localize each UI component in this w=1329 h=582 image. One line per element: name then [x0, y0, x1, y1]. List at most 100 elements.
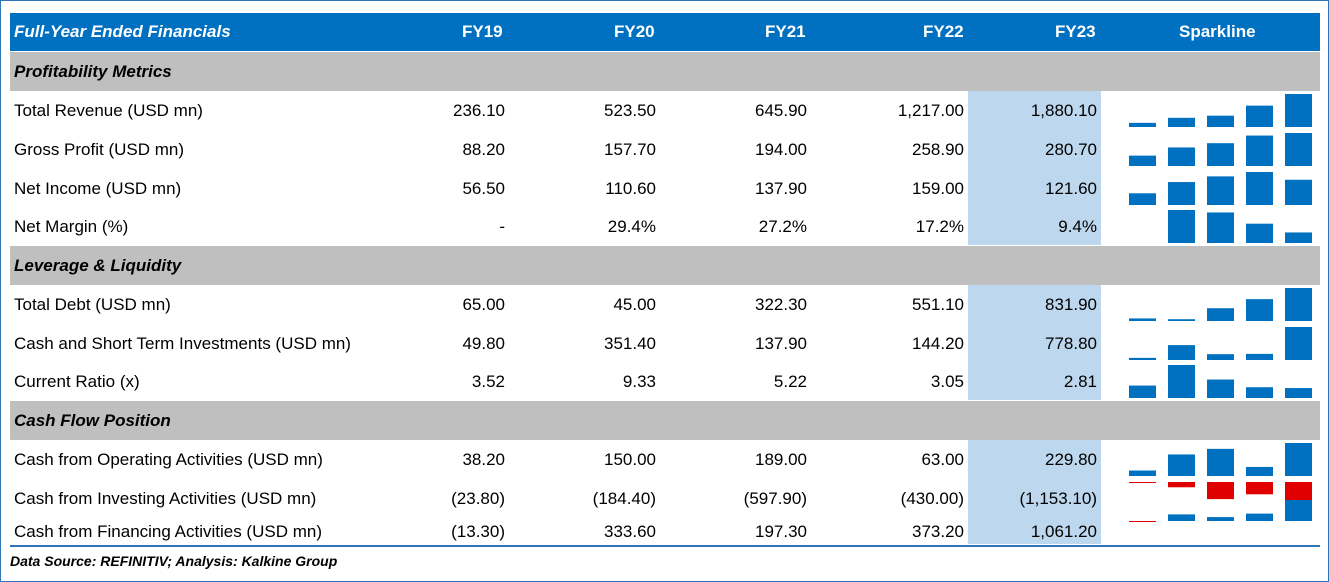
- sparkline-bar-fy21: [1207, 448, 1234, 476]
- cell-fy21: (597.90): [743, 488, 807, 508]
- sparkline-bar-fy19: [1129, 470, 1156, 476]
- sparkline: [1129, 94, 1312, 127]
- sparkline: [1129, 482, 1312, 515]
- col-header-fy21: FY21: [765, 22, 806, 41]
- sparkline: [1129, 327, 1312, 360]
- sparkline-bar-fy19: [1129, 385, 1156, 398]
- sparkline-bar-fy21: [1207, 354, 1234, 360]
- cell-fy20: 29.4%: [607, 216, 656, 236]
- row-label: Total Debt (USD mn): [14, 294, 171, 314]
- sparkline-bar-fy22: [1246, 299, 1273, 321]
- cell-fy23: 1,061.20: [1030, 521, 1097, 541]
- cell-fy20: 9.33: [622, 371, 656, 391]
- sparkline-bar-fy20: [1168, 182, 1195, 205]
- sparkline: [1129, 500, 1312, 522]
- sparkline-bar-fy19: [1129, 482, 1156, 483]
- sparkline-bar-fy21: [1207, 115, 1234, 127]
- cell-fy19: 65.00: [462, 294, 505, 314]
- sparkline: [1129, 443, 1312, 476]
- cell-fy19: 38.20: [462, 449, 505, 469]
- sparkline-bar-fy22: [1246, 387, 1273, 398]
- sparkline: [1129, 288, 1312, 321]
- fy23-highlight-column: [968, 91, 1101, 245]
- col-header-fy23: FY23: [1055, 22, 1096, 41]
- sparkline-bar-fy20: [1168, 365, 1195, 398]
- cell-fy19: 3.52: [471, 371, 505, 391]
- cell-fy20: 333.60: [604, 521, 656, 541]
- table-row: Total Revenue (USD mn) 236.10 523.50 645.90…: [10, 91, 1320, 130]
- sparkline-bar-fy20: [1168, 319, 1195, 321]
- table-row: Current Ratio (x) 3.52 9.33 5.22 3.05 2.81: [10, 362, 1320, 401]
- sparkline-bar-fy19: [1129, 155, 1156, 166]
- section-header: Profitability Metrics: [10, 52, 1320, 91]
- table-row: Net Income (USD mn) 56.50 110.60 137.90 159.…: [10, 169, 1320, 208]
- section-title: Profitability Metrics: [14, 62, 172, 81]
- row-label: Cash from Investing Activities (USD mn): [14, 488, 317, 508]
- cell-fy23: 121.60: [1045, 178, 1097, 198]
- table-row: Gross Profit (USD mn) 88.20 157.70 194.00 25…: [10, 130, 1320, 169]
- section-title: Leverage & Liquidity: [14, 256, 182, 275]
- sparkline-bar-fy23: [1285, 232, 1312, 243]
- row-label: Gross Profit (USD mn): [14, 139, 185, 159]
- sparkline-bar-fy19: [1129, 193, 1156, 205]
- table-row: Cash and Short Term Investments (USD mn)…: [10, 324, 1320, 363]
- cell-fy22: 258.90: [912, 139, 964, 159]
- sparkline-bar-fy22: [1246, 223, 1273, 243]
- sparkline-bar-fy20: [1168, 117, 1195, 127]
- sparkline-bar-fy21: [1207, 176, 1234, 205]
- sparkline-bar-fy23: [1285, 288, 1312, 321]
- sparkline-bar-fy20: [1168, 345, 1195, 360]
- cell-fy20: (184.40): [592, 488, 656, 508]
- sparkline-bar-fy22: [1246, 482, 1273, 495]
- sparkline-bar-fy19: [1129, 318, 1156, 321]
- cell-fy20: 110.60: [605, 178, 656, 198]
- sparkline-bar-fy22: [1246, 353, 1273, 360]
- cell-fy20: 351.40: [604, 333, 656, 353]
- sparkline-bar-fy19: [1129, 521, 1156, 522]
- table-row: Net Margin (%) - 29.4% 27.2% 17.2% 9.4%: [10, 207, 1320, 246]
- cell-fy19: -: [499, 216, 505, 236]
- sparkline-bar-fy21: [1207, 212, 1234, 243]
- cell-fy23: 229.80: [1045, 449, 1097, 469]
- cell-fy21: 189.00: [755, 449, 807, 469]
- cell-fy19: (13.30): [451, 521, 505, 541]
- sparkline-bar-fy21: [1207, 308, 1234, 321]
- row-label: Net Margin (%): [14, 216, 129, 236]
- sparkline-bar-fy19: [1129, 122, 1156, 127]
- sparkline-bar-fy20: [1168, 482, 1195, 488]
- sparkline-bar-fy22: [1246, 466, 1273, 476]
- sparkline-bar-fy23: [1285, 94, 1312, 127]
- cell-fy21: 645.90: [755, 100, 807, 120]
- cell-fy19: 49.80: [462, 333, 505, 353]
- row-label: Total Revenue (USD mn): [14, 100, 203, 120]
- row-label: Current Ratio (x): [14, 371, 140, 391]
- cell-fy23: 1,880.10: [1030, 100, 1097, 120]
- sparkline-bar-fy23: [1285, 388, 1312, 398]
- cell-fy21: 194.00: [755, 139, 807, 159]
- cell-fy23: 280.70: [1045, 139, 1097, 159]
- section-header: Leverage & Liquidity: [10, 246, 1320, 285]
- cell-fy22: 373.20: [912, 521, 964, 541]
- cell-fy19: 236.10: [453, 100, 505, 120]
- fy23-highlight-column: [968, 440, 1101, 544]
- row-label: Cash from Financing Activities (USD mn): [14, 521, 322, 541]
- sparkline-bar-fy22: [1246, 105, 1273, 127]
- sparkline: [1129, 365, 1312, 398]
- cell-fy21: 322.30: [755, 294, 807, 314]
- sparkline-bar-fy22: [1246, 135, 1273, 166]
- cell-fy20: 150.00: [604, 449, 656, 469]
- cell-fy23: 831.90: [1045, 294, 1097, 314]
- sparkline-bar-fy23: [1285, 179, 1312, 205]
- cell-fy19: 88.20: [462, 139, 505, 159]
- cell-fy20: 523.50: [604, 100, 656, 120]
- col-header-fy19: FY19: [462, 22, 503, 41]
- col-header-fy22: FY22: [923, 22, 964, 41]
- cell-fy19: (23.80): [451, 488, 505, 508]
- col-header-fy20: FY20: [614, 22, 655, 41]
- table-header: Full-Year Ended Financials FY19 FY20 FY2…: [10, 13, 1320, 51]
- sparkline-bar-fy23: [1285, 500, 1312, 521]
- table-title: Full-Year Ended Financials: [14, 22, 231, 41]
- sparkline-bar-fy22: [1246, 513, 1273, 521]
- row-label: Cash and Short Term Investments (USD mn): [14, 333, 351, 353]
- cell-fy22: 3.05: [930, 371, 964, 391]
